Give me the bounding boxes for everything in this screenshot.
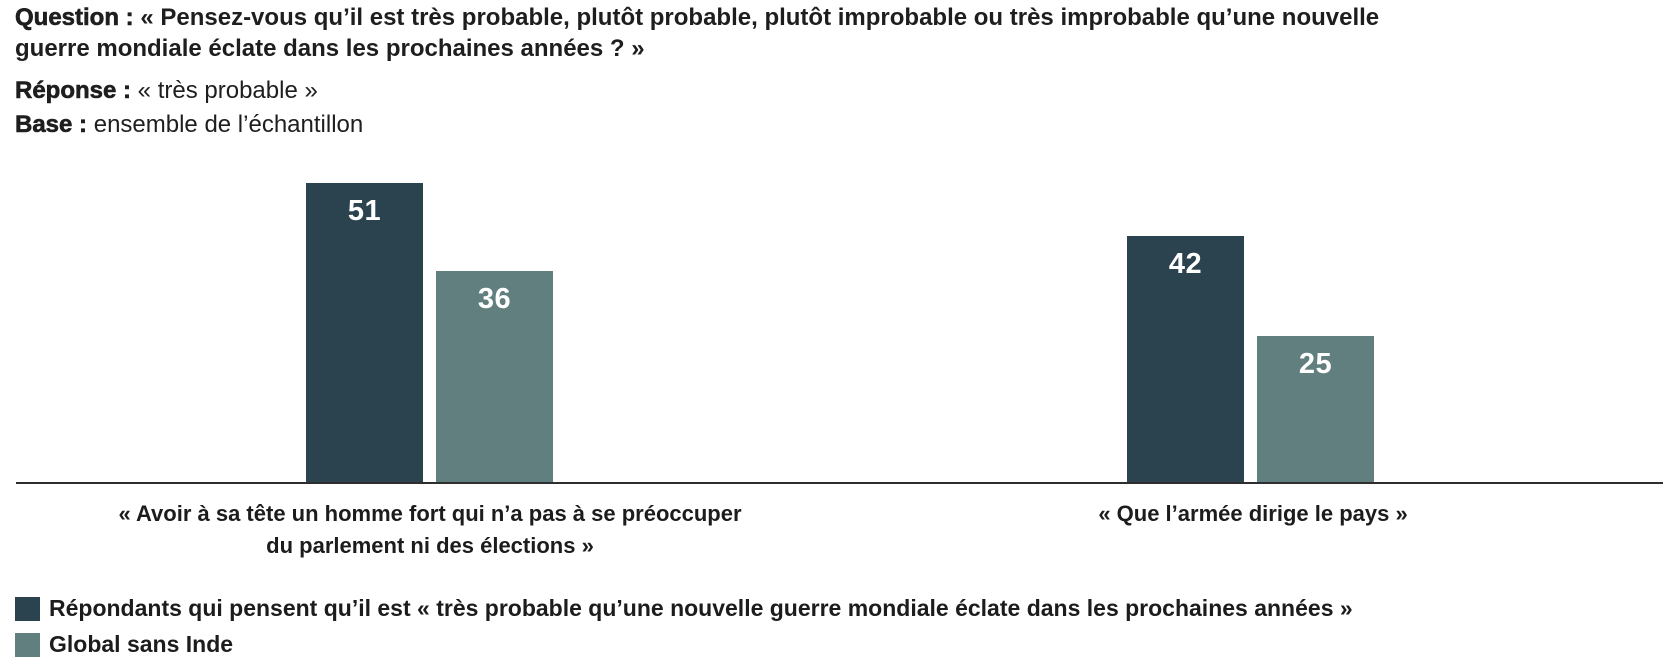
response-label: Réponse : <box>15 77 132 105</box>
question-text: Question : « Pensez-vous qu’il est très … <box>15 2 1615 64</box>
legend-label-global-without-india: Global sans Inde <box>49 631 234 657</box>
legend: Répondants qui pensent qu’il est « très … <box>15 595 1353 667</box>
bar-global-without-india-army-rule: 25 <box>1257 336 1374 483</box>
bar-value-label: 51 <box>347 195 382 227</box>
x-axis-line <box>16 482 1663 484</box>
legend-swatch-light <box>15 632 40 657</box>
legend-label-very-probable: Répondants qui pensent qu’il est « très … <box>49 595 1353 621</box>
bar-value-label: 42 <box>1168 248 1203 280</box>
base-line: Base : ensemble de l’échantillon <box>15 111 364 139</box>
legend-item-very-probable: Répondants qui pensent qu’il est « très … <box>15 595 1353 622</box>
response-line: Réponse : « très probable » <box>15 77 318 105</box>
category-label-strong-man: « Avoir à sa tête un homme fort qui n’a … <box>118 501 742 558</box>
base-body: ensemble de l’échantillon <box>87 111 364 138</box>
legend-item-global-without-india: Global sans Inde <box>15 631 1353 658</box>
question-body: « Pensez-vous qu’il est très probable, p… <box>15 4 1380 62</box>
bar-very-probable-army-rule: 42 <box>1127 236 1244 483</box>
bar-value-label: 36 <box>477 283 512 315</box>
question-label: Question : <box>15 4 134 32</box>
bar-very-probable-strong-man: 51 <box>306 183 423 483</box>
bar-value-label: 25 <box>1298 348 1333 380</box>
response-body: « très probable » <box>131 77 318 104</box>
category-label-army-rule: « Que l’armée dirige le pays » <box>1098 501 1408 526</box>
base-label: Base : <box>15 111 88 139</box>
legend-swatch-dark <box>15 596 40 621</box>
bar-global-without-india-strong-man: 36 <box>436 271 553 483</box>
